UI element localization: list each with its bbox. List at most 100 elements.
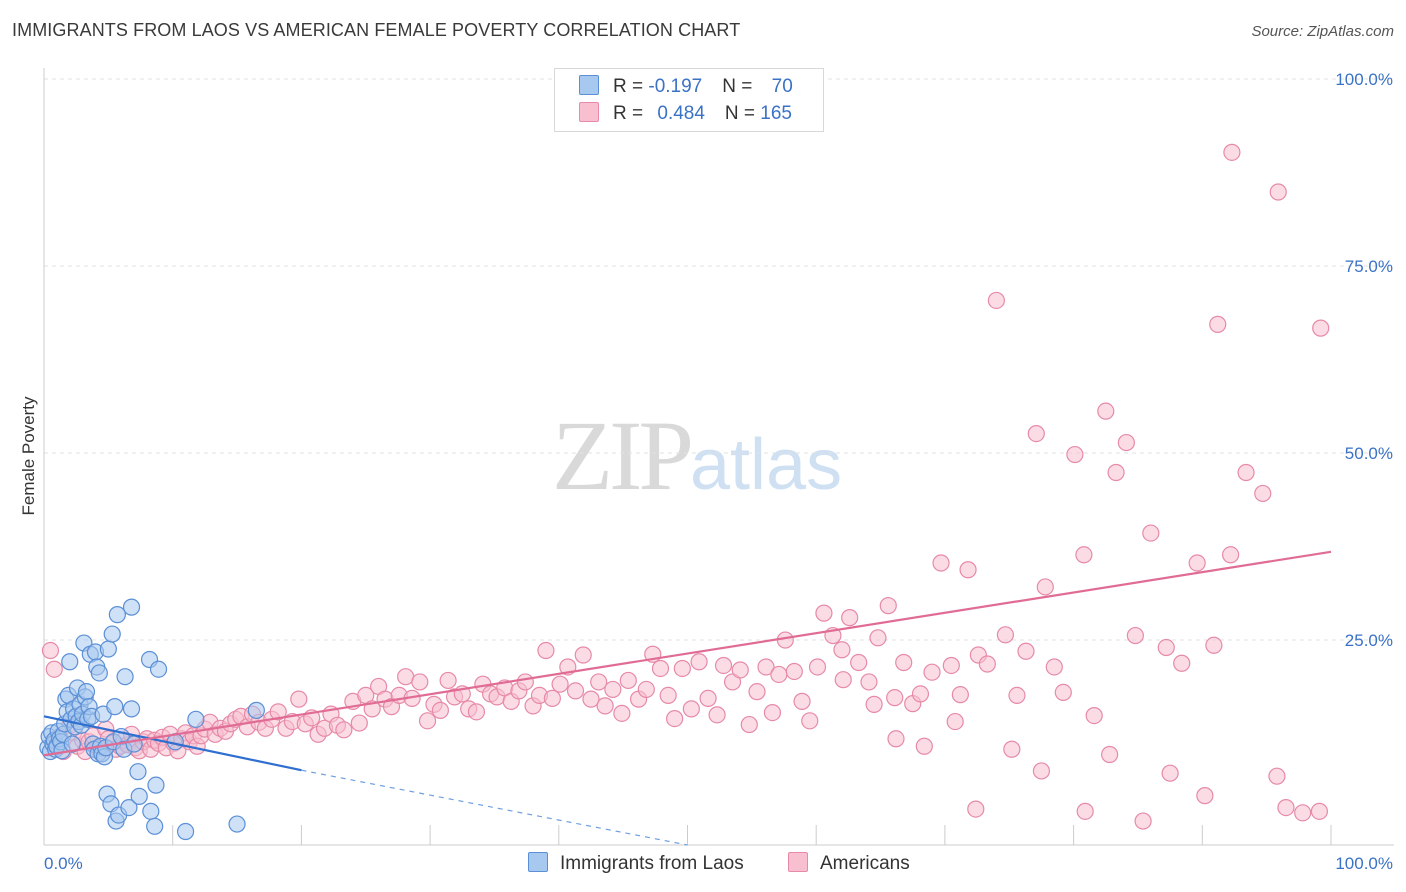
americans-point-162 — [1157, 638, 1175, 657]
americans-point-55 — [290, 690, 308, 708]
data-points — [39, 143, 1330, 841]
americans-point-113 — [708, 706, 726, 724]
americans-point-173 — [1161, 764, 1179, 782]
y-tick-label-100: 100.0% — [1335, 70, 1393, 89]
bottom-legend-americans[interactable]: Americans — [788, 852, 910, 875]
laos-point-68 — [149, 660, 168, 678]
bottom-legend-swatch-americans — [788, 852, 808, 872]
laos-point-61 — [125, 735, 143, 753]
trend-lines — [43, 550, 1332, 846]
americans-point-92 — [543, 689, 561, 707]
americans-point-166 — [1222, 546, 1240, 564]
americans-point-168 — [1254, 484, 1272, 503]
americans-point-73 — [411, 673, 429, 691]
laos-point-67 — [147, 776, 165, 794]
americans-point-77 — [439, 671, 457, 690]
americans-point-101 — [613, 704, 631, 722]
americans-point-161 — [1142, 524, 1160, 542]
americans-point-117 — [740, 715, 758, 734]
laos-point-72 — [228, 815, 246, 833]
americans-point-114 — [714, 656, 733, 675]
americans-point-165 — [1205, 636, 1223, 654]
americans-point-182 — [887, 730, 905, 748]
americans-point-175 — [1101, 745, 1119, 764]
laos-point-53 — [108, 606, 126, 624]
americans-point-141 — [942, 656, 960, 675]
americans-point-125 — [801, 712, 819, 730]
americans-point-143 — [959, 561, 977, 579]
americans-point-107 — [659, 686, 677, 705]
laos-point-63 — [130, 787, 148, 805]
laos-trend-extension — [301, 769, 688, 846]
laos-point-30 — [77, 683, 96, 701]
americans-point-108 — [666, 709, 684, 728]
americans-point-116 — [731, 661, 749, 679]
americans-point-123 — [785, 662, 803, 681]
americans-point-130 — [841, 609, 859, 627]
americans-point-1 — [45, 660, 63, 678]
laos-point-58 — [120, 798, 138, 817]
laos-point-71 — [187, 710, 205, 728]
americans-point-160 — [1126, 626, 1144, 645]
americans-point-110 — [682, 700, 700, 718]
americans-point-106 — [651, 659, 670, 678]
americans-point-115 — [723, 673, 742, 691]
americans-point-180 — [946, 712, 964, 731]
x-tick-label-0: 0.0% — [44, 854, 83, 873]
americans-point-127 — [815, 604, 833, 622]
americans-point-181 — [915, 737, 933, 755]
americans-point-150 — [1027, 425, 1045, 443]
americans-point-184 — [834, 671, 852, 689]
y-axis-title: Female Poverty — [19, 396, 38, 516]
americans-point-155 — [1075, 546, 1093, 564]
americans-point-93 — [551, 675, 569, 693]
americans-point-131 — [850, 653, 868, 672]
laos-point-49 — [103, 625, 121, 643]
americans-point-64 — [350, 714, 368, 732]
americans-point-136 — [895, 653, 913, 672]
americans-point-140 — [932, 554, 950, 572]
americans-point-179 — [967, 800, 985, 818]
americans-point-189 — [1312, 319, 1330, 337]
americans-point-104 — [637, 680, 655, 699]
americans-point-188 — [1209, 315, 1227, 333]
legend-row-laos: R = -0.197 N = 70 — [579, 75, 793, 101]
americans-point-145 — [978, 655, 996, 673]
americans-point-96 — [574, 646, 592, 664]
legend-row-americans: R = 0.484 N = 165 — [579, 102, 792, 128]
americans-point-158 — [1107, 463, 1125, 482]
americans-point-124 — [793, 692, 811, 710]
americans-point-149 — [1017, 642, 1035, 660]
americans-point-152 — [1045, 658, 1063, 676]
laos-point-66 — [146, 817, 164, 835]
legend-n-value-laos: 70 — [771, 76, 793, 97]
laos-point-57 — [116, 668, 134, 686]
americans-point-153 — [1054, 683, 1072, 702]
laos-point-65 — [142, 802, 160, 820]
americans-point-133 — [869, 629, 887, 647]
americans-point-157 — [1097, 402, 1115, 420]
americans-point-147 — [996, 626, 1014, 644]
americans-point-112 — [699, 689, 717, 707]
americans-point-142 — [951, 686, 969, 704]
americans-point-91 — [537, 641, 555, 660]
tick-labels: 25.0% 50.0% 75.0% 100.0% 0.0% 100.0% — [44, 70, 1393, 873]
americans-point-62 — [335, 721, 353, 739]
americans-point-97 — [582, 690, 600, 708]
americans-point-159 — [1117, 433, 1135, 452]
americans-trend-line — [43, 550, 1332, 757]
bottom-legend-laos[interactable]: Immigrants from Laos — [528, 852, 744, 875]
americans-point-163 — [1173, 654, 1191, 672]
americans-point-99 — [596, 697, 614, 715]
americans-point-76 — [431, 701, 449, 719]
americans-point-120 — [763, 704, 782, 722]
laos-point-59 — [122, 700, 141, 718]
americans-point-111 — [690, 653, 708, 671]
laos-point-51 — [106, 698, 124, 716]
americans-point-185 — [1196, 787, 1214, 805]
americans-point-121 — [770, 665, 788, 684]
legend-r-value-laos: -0.197 — [648, 76, 703, 97]
americans-point-172 — [1310, 802, 1329, 820]
americans-point-129 — [833, 641, 851, 659]
laos-trend-line — [43, 715, 302, 772]
